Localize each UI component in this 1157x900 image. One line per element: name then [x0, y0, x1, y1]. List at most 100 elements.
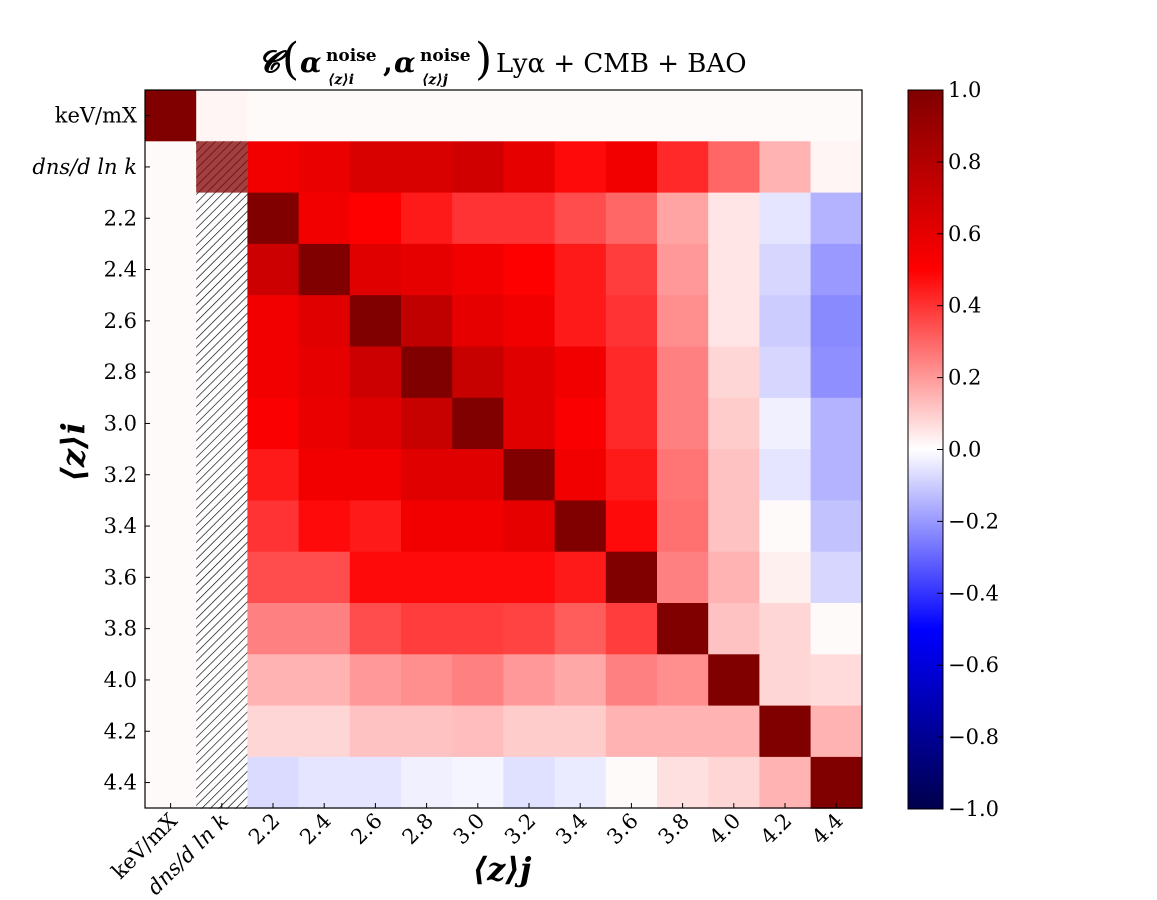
- heatmap-cell: [605, 295, 658, 348]
- heatmap-cell: [298, 346, 351, 399]
- heatmap-cell: [401, 603, 453, 655]
- plot-frame: [144, 89, 863, 809]
- y-tick-label: 3.0: [104, 411, 137, 435]
- heatmap-cell: [247, 90, 300, 142]
- heatmap-cell: [503, 346, 556, 399]
- y-tick-label: 3.6: [104, 565, 137, 589]
- heatmap-cell: [298, 603, 351, 655]
- heatmap-cell: [708, 654, 760, 707]
- heatmap-cell: [657, 295, 709, 348]
- heatmap-cell: [759, 243, 812, 296]
- heatmap-cell: [247, 295, 300, 348]
- heatmap-cell: [554, 705, 607, 758]
- heatmap-cell: [810, 500, 863, 553]
- heatmap-cell: [810, 90, 863, 142]
- heatmap-cell: [605, 192, 658, 245]
- heatmap-cell: [810, 551, 863, 604]
- heatmap-cell: [247, 192, 300, 245]
- heatmap-cell: [708, 397, 760, 450]
- heatmap-cell: [657, 192, 709, 245]
- heatmap-cell: [810, 449, 863, 501]
- heatmap-cell: [298, 397, 351, 450]
- heatmap-cell: [554, 756, 607, 809]
- heatmap-cell: [452, 500, 504, 553]
- heatmap-cell: [708, 551, 760, 604]
- heatmap-cell: [708, 346, 760, 399]
- heatmap-cell: [145, 397, 197, 450]
- heatmap-cell: [759, 500, 812, 553]
- heatmap-cell: [810, 603, 863, 655]
- heatmap-cell: [401, 90, 453, 142]
- heatmap-cell: [503, 295, 556, 348]
- heatmap-cell-masked: [196, 654, 248, 707]
- heatmap-cell-masked: [196, 192, 248, 245]
- heatmap-cell: [401, 397, 453, 450]
- heatmap-cell: [759, 551, 812, 604]
- y-tick-label: 3.8: [104, 617, 137, 641]
- heatmap-cell: [145, 654, 197, 707]
- heatmap-cell: [503, 654, 556, 707]
- heatmap-cell: [247, 500, 300, 553]
- heatmap-cell: [708, 141, 760, 194]
- heatmap-cell: [657, 500, 709, 553]
- heatmap-cell: [452, 346, 504, 399]
- heatmap-cell: [759, 449, 812, 501]
- heatmap-cell: [452, 551, 504, 604]
- heatmap-cell: [349, 654, 402, 707]
- heatmap-cell: [759, 654, 812, 707]
- heatmap-cell: [298, 141, 351, 194]
- heatmap-cell: [605, 449, 658, 501]
- heatmap-cell: [554, 90, 607, 142]
- y-tick-label: 4.4: [104, 771, 137, 795]
- heatmap-cell: [503, 705, 556, 758]
- heatmap-cell: [605, 551, 658, 604]
- heatmap-cell: [503, 141, 556, 194]
- title-alpha-i: α: [300, 46, 322, 79]
- title-sup-j: noise: [420, 46, 471, 66]
- heatmap-cell: [657, 141, 709, 194]
- heatmap-cell: [401, 756, 453, 809]
- heatmap-cell: [759, 397, 812, 450]
- heatmap-cell: [605, 346, 658, 399]
- heatmap-cell: [452, 243, 504, 296]
- x-tick-label: 4.0: [705, 809, 746, 850]
- heatmap-cell: [452, 141, 504, 194]
- heatmap-cell: [452, 705, 504, 758]
- title-sub-j: ⟨z⟩j: [422, 72, 448, 88]
- heatmap-cell: [247, 654, 300, 707]
- heatmap-cell: [349, 397, 402, 450]
- heatmap-cell: [298, 500, 351, 553]
- colorbar-tick-label: 1.0: [948, 78, 981, 102]
- heatmap-cell: [298, 243, 351, 296]
- heatmap-cell: [349, 192, 402, 245]
- heatmap-cell-masked: [196, 449, 248, 501]
- heatmap-cell: [554, 243, 607, 296]
- heatmap-cell: [810, 295, 863, 348]
- x-tick-label: 3.4: [551, 809, 592, 850]
- heatmap-cell: [503, 603, 556, 655]
- heatmap-cell: [145, 603, 197, 655]
- heatmap-cell: [759, 756, 812, 809]
- heatmap-cell: [657, 90, 709, 142]
- y-tick-label: dns/d ln k: [32, 155, 137, 179]
- heatmap-cell: [452, 295, 504, 348]
- heatmap-cell: [810, 756, 863, 809]
- y-tick-labels: keV/mX dns/d ln k 2.2 2.4 2.6 2.8 3.0 3.2 3.4 3.6…: [32, 104, 150, 795]
- heatmap-cell: [401, 705, 453, 758]
- heatmap-cell: [247, 243, 300, 296]
- heatmap-cell: [247, 603, 300, 655]
- x-tick-label: 2.2: [244, 809, 285, 850]
- heatmap-cell: [349, 243, 402, 296]
- title-close-paren: ): [475, 34, 492, 85]
- heatmap-cell: [349, 705, 402, 758]
- heatmap-cell: [298, 295, 351, 348]
- heatmap-cell: [605, 397, 658, 450]
- heatmap-cell-masked: [196, 346, 248, 399]
- heatmap-cell-masked: [196, 551, 248, 604]
- colorbar-tick-label: −0.8: [948, 725, 999, 749]
- heatmap-cell: [708, 449, 760, 501]
- heatmap-cell: [657, 654, 709, 707]
- x-tick-label: 2.4: [295, 809, 336, 850]
- colorbar-tick-label: −0.4: [948, 581, 999, 605]
